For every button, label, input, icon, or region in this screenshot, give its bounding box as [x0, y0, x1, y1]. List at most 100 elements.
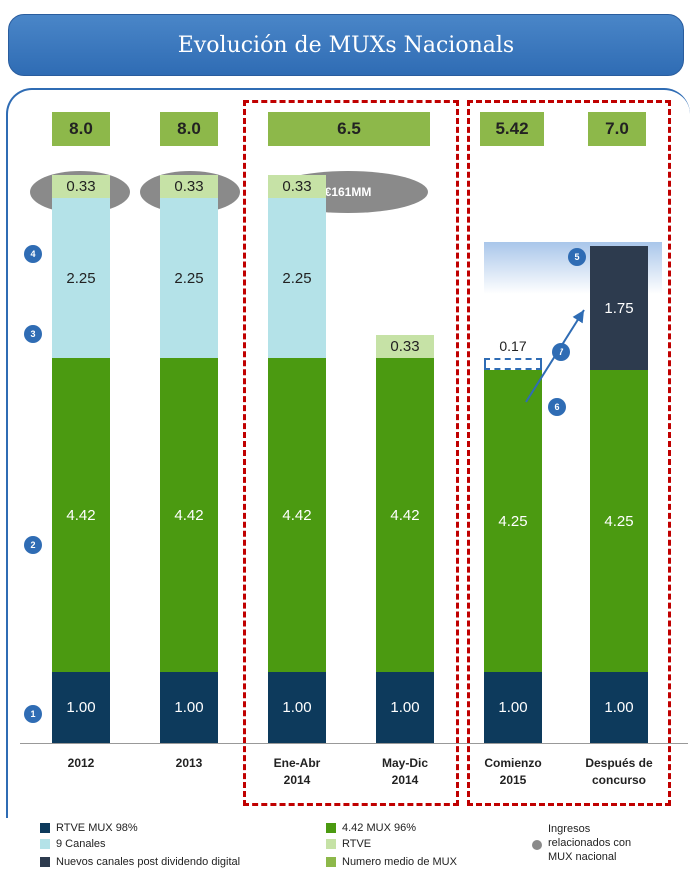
bar-value-nuevos-5: 1.75 [604, 299, 634, 317]
legend-label-rtve-mux: RTVE MUX 98% [56, 822, 138, 834]
category-label-4: Comienzo 2015 [466, 755, 560, 789]
legend-rtve-mux: RTVE MUX 98% [40, 822, 138, 834]
bar-label-rtve-4: 0.17 [499, 338, 527, 355]
mux-total-despues-concurso: 7.0 [588, 112, 646, 146]
legend-nuevos: Nuevos canales post dividendo digital [40, 856, 240, 868]
mux-total-2014: 6.5 [268, 112, 430, 146]
bar-mux-96-0: 4.42 [52, 358, 110, 672]
category-label-5-line-0: Después de [585, 756, 653, 770]
bar-rtve-mux-2: 1.00 [268, 672, 326, 743]
legend-label-ingresos-line1: Ingresos [548, 823, 591, 835]
bar-value-mux-96-5: 4.25 [604, 512, 634, 530]
category-label-0-line-0: 2012 [67, 756, 95, 770]
step-marker-7: 7 [552, 343, 570, 361]
category-label-1-line-0: 2013 [175, 756, 203, 770]
legend-swatch-mux-medio [326, 857, 336, 867]
category-label-2-line-0: Ene-Abr [273, 756, 321, 770]
bar-nuevos-5: 1.75 [590, 246, 648, 371]
bar-rtve-mux-3: 1.00 [376, 672, 434, 743]
category-label-3-line-1: 2014 [391, 773, 419, 787]
bar-value-mux-96-3: 4.42 [390, 506, 420, 524]
legend-rtve: RTVE [326, 838, 371, 850]
chart-title: Evolución de MUXs Nacionals [8, 14, 684, 76]
category-label-3: May-Dic 2014 [358, 755, 452, 789]
bar-rtve-0: 0.33 [52, 175, 110, 199]
chart-frame [6, 88, 690, 818]
category-label-0: 2012 [34, 755, 128, 772]
bar-mux-96-4: 4.25 [484, 370, 542, 672]
bar-canales-9-0: 2.25 [52, 198, 110, 359]
legend-ingresos: Ingresos relacionados con MUX nacional [532, 822, 631, 864]
bar-value-mux-96-1: 4.42 [174, 506, 204, 524]
mux-total-2013: 8.0 [160, 112, 218, 146]
bar-value-rtve-1: 0.33 [174, 178, 204, 196]
step-marker-2: 2 [24, 536, 42, 554]
step-marker-6: 6 [548, 398, 566, 416]
bar-rtve-mux-4: 1.00 [484, 672, 542, 743]
bar-rtve-2: 0.33 [268, 175, 326, 199]
category-label-1: 2013 [142, 755, 236, 772]
bar-value-rtve-mux-5: 1.00 [604, 699, 634, 716]
category-label-2-line-1: 2014 [283, 773, 311, 787]
category-label-3-line-0: May-Dic [381, 756, 428, 770]
bar-value-mux-96-0: 4.42 [66, 506, 96, 524]
legend-swatch-nuevos [40, 857, 50, 867]
bar-value-rtve-mux-3: 1.00 [390, 699, 420, 716]
bar-value-canales-9-0: 2.25 [66, 269, 96, 287]
bar-mux-96-1: 4.42 [160, 358, 218, 672]
legend-label-ingresos: Ingresos relacionados con MUX nacional [548, 822, 631, 864]
legend-swatch-rtve [326, 839, 336, 849]
mux-total-2012: 8.0 [52, 112, 110, 146]
legend-label-mux-96: 4.42 MUX 96% [342, 822, 416, 834]
legend-swatch-mux-96 [326, 823, 336, 833]
bar-value-canales-9-1: 2.25 [174, 269, 204, 287]
box-2014 [243, 100, 459, 806]
bar-value-rtve-0: 0.33 [66, 178, 96, 196]
mux-total-comienzo-2015: 5.42 [480, 112, 544, 146]
bar-canales-9-2: 2.25 [268, 198, 326, 359]
legend-label-rtve: RTVE [342, 838, 372, 850]
bar-value-mux-96-2: 4.42 [282, 506, 312, 524]
bar-value-rtve-mux-1: 1.00 [174, 699, 204, 716]
step-marker-1: 1 [24, 705, 42, 723]
legend-label-ingresos-line3: MUX nacional [548, 851, 617, 863]
category-label-4-line-1: 2015 [499, 773, 527, 787]
bar-rtve-mux-1: 1.00 [160, 672, 218, 743]
legend-swatch-canales-9 [40, 839, 50, 849]
category-label-2: Ene-Abr 2014 [250, 755, 344, 789]
category-label-5-line-1: concurso [591, 773, 646, 787]
bar-value-rtve-mux-0: 1.00 [66, 699, 96, 716]
bar-mux-96-3: 4.42 [376, 358, 434, 672]
category-label-4-line-0: Comienzo [484, 756, 542, 770]
bar-rtve-mux-0: 1.00 [52, 672, 110, 743]
box-2015 [467, 100, 671, 806]
bar-value-rtve-mux-2: 1.00 [282, 699, 312, 716]
bar-value-rtve-mux-4: 1.00 [498, 699, 528, 716]
step-marker-3: 3 [24, 325, 42, 343]
bar-rtve-1: 0.33 [160, 175, 218, 199]
legend-label-nuevos: Nuevos canales post dividendo digital [56, 856, 241, 868]
legend-mux-96: 4.42 MUX 96% [326, 822, 416, 834]
legend-label-mux-medio: Numero medio de MUX [342, 856, 457, 868]
bar-rtve-3: 0.33 [376, 334, 434, 359]
bar-value-mux-96-4: 4.25 [498, 512, 528, 530]
legend-swatch-ingresos [532, 840, 542, 850]
bar-value-rtve-2: 0.33 [282, 178, 312, 196]
bar-rtve-mux-5: 1.00 [590, 672, 648, 743]
legend-label-canales-9: 9 Canales [56, 838, 106, 850]
bar-value-canales-9-2: 2.25 [282, 269, 312, 287]
step-marker-4: 4 [24, 245, 42, 263]
legend-mux-medio: Numero medio de MUX [326, 856, 457, 868]
legend-label-ingresos-line2: relacionados con [548, 837, 632, 849]
step-marker-5: 5 [568, 248, 586, 266]
x-axis-baseline [20, 743, 688, 744]
legend-swatch-rtve-mux [40, 823, 50, 833]
bar-value-rtve-3: 0.33 [390, 337, 420, 355]
bar-rtve-4 [484, 358, 542, 371]
legend-canales-9: 9 Canales [40, 838, 106, 850]
category-label-5: Después de concurso [572, 755, 666, 789]
bar-canales-9-1: 2.25 [160, 198, 218, 359]
bar-mux-96-2: 4.42 [268, 358, 326, 672]
bar-mux-96-5: 4.25 [590, 370, 648, 672]
